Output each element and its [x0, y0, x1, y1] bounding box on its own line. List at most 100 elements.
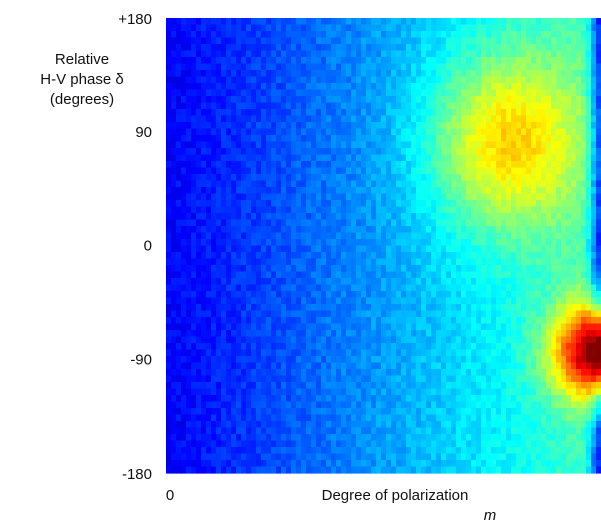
heatmap-cell-2150: [476, 174, 482, 182]
heatmap-cell-1808: [506, 148, 512, 156]
heatmap-cell-1713: [466, 141, 472, 149]
heatmap-cell-2630: [266, 213, 272, 221]
heatmap-cell-3830: [176, 304, 182, 312]
heatmap-cell-1270: [426, 109, 432, 117]
heatmap-cell-1489: [216, 128, 222, 136]
heatmap-cell-3801: [466, 297, 472, 305]
heatmap-cell-947: [551, 83, 557, 91]
heatmap-cell-4844: [461, 375, 467, 383]
heatmap-cell-1422: [316, 122, 322, 130]
heatmap-cell-467: [326, 50, 332, 58]
heatmap-cell-1254: [346, 109, 352, 117]
heatmap-cell-1537: [456, 128, 462, 136]
heatmap-cell-2647: [351, 213, 357, 221]
heatmap-cell-4421: [521, 343, 527, 351]
heatmap-cell-2891: [266, 232, 272, 240]
heatmap-cell-2466: [316, 200, 322, 208]
heatmap-cell-1773: [331, 148, 337, 156]
heatmap-cell-4798: [231, 375, 237, 383]
heatmap-cell-1695: [376, 141, 382, 149]
heatmap-cell-4278: [241, 336, 247, 344]
heatmap-cell-4540: [246, 356, 252, 364]
heatmap-cell-2559: [346, 206, 352, 214]
heatmap-cell-3036: [556, 239, 562, 247]
heatmap-cell-2031: [316, 167, 322, 175]
heatmap-cell-3793: [426, 297, 432, 305]
heatmap-cell-4468: [321, 349, 327, 357]
heatmap-cell-2561: [356, 206, 362, 214]
heatmap-cell-62: [476, 18, 482, 26]
heatmap-cell-3626: [461, 284, 467, 292]
heatmap-cell-2059: [456, 167, 462, 175]
heatmap-cell-4160: [521, 323, 527, 331]
heatmap-cell-2064: [481, 167, 487, 175]
heatmap-cell-2371: [276, 193, 282, 201]
heatmap-cell-3901: [531, 304, 537, 312]
heatmap-cell-55: [441, 18, 447, 26]
heatmap-cell-3829: [171, 304, 177, 312]
heatmap-cell-4478: [371, 349, 377, 357]
heatmap-cell-1482: [181, 128, 187, 136]
heatmap-cell-1488: [211, 128, 217, 136]
heatmap-cell-2248: [531, 180, 537, 188]
heatmap-cell-781: [591, 70, 597, 78]
heatmap-cell-2678: [506, 213, 512, 221]
heatmap-cell-109: [276, 24, 282, 32]
heatmap-cell-125: [356, 24, 362, 32]
heatmap-cell-1770: [316, 148, 322, 156]
heatmap-cell-2815: [321, 226, 327, 234]
heatmap-cell-2565: [376, 206, 382, 214]
heatmap-cell-1787: [401, 148, 407, 156]
heatmap-cell-2012: [221, 167, 227, 175]
heatmap-cell-1851: [286, 154, 292, 162]
heatmap-cell-4774: [546, 369, 552, 377]
heatmap-cell-1471: [561, 122, 567, 130]
heatmap-cell-4637: [296, 362, 302, 370]
heatmap-cell-2483: [401, 200, 407, 208]
heatmap-cell-212: [356, 31, 362, 39]
heatmap-cell-491: [446, 50, 452, 58]
heatmap-cell-3436: [381, 271, 387, 279]
heatmap-cell-4043: [371, 317, 377, 325]
heatmap-cell-3487: [201, 278, 207, 286]
heatmap-cell-1157: [296, 102, 302, 110]
heatmap-cell-706: [216, 70, 222, 78]
heatmap-cell-1839: [226, 154, 232, 162]
heatmap-cell-3520: [366, 278, 372, 286]
heatmap-cell-3065: [266, 245, 272, 253]
heatmap-cell-4319: [446, 336, 452, 344]
heatmap-cell-2733: [346, 219, 352, 227]
heatmap-cell-428: [566, 44, 572, 52]
heatmap-cell-1333: [306, 115, 312, 123]
heatmap-cell-4334: [521, 336, 527, 344]
heatmap-cell-815: [326, 76, 332, 84]
heatmap-cell-4135: [396, 323, 402, 331]
heatmap-cell-1605: [361, 135, 367, 143]
heatmap-cell-4786: [171, 375, 177, 383]
heatmap-cell-944: [536, 83, 542, 91]
heatmap-cell-3713: [461, 291, 467, 299]
heatmap-cell-3929: [236, 310, 242, 318]
heatmap-cell-1779: [361, 148, 367, 156]
heatmap-cell-2369: [266, 193, 272, 201]
heatmap-cell-2504: [506, 200, 512, 208]
heatmap-cell-2462: [296, 200, 302, 208]
heatmap-cell-2939: [506, 232, 512, 240]
heatmap-cell-38: [356, 18, 362, 26]
heatmap-cell-4896: [286, 382, 292, 390]
heatmap-cell-3781: [366, 297, 372, 305]
heatmap-cell-744: [406, 70, 412, 78]
heatmap-cell-2965: [201, 239, 207, 247]
heatmap-cell-909: [361, 83, 367, 91]
heatmap-cell-4801: [246, 375, 252, 383]
heatmap-cell-4241: [491, 330, 497, 338]
heatmap-cell-2962: [186, 239, 192, 247]
heatmap-cell-2337: [541, 187, 547, 195]
heatmap-cell-4232: [446, 330, 452, 338]
heatmap-cell-3708: [436, 291, 442, 299]
heatmap-cell-2625: [241, 213, 247, 221]
heatmap-cell-2946: [541, 232, 547, 240]
heatmap-cell-1876: [411, 154, 417, 162]
heatmap-cell-2408: [461, 193, 467, 201]
heatmap-cell-1943: [311, 161, 317, 169]
